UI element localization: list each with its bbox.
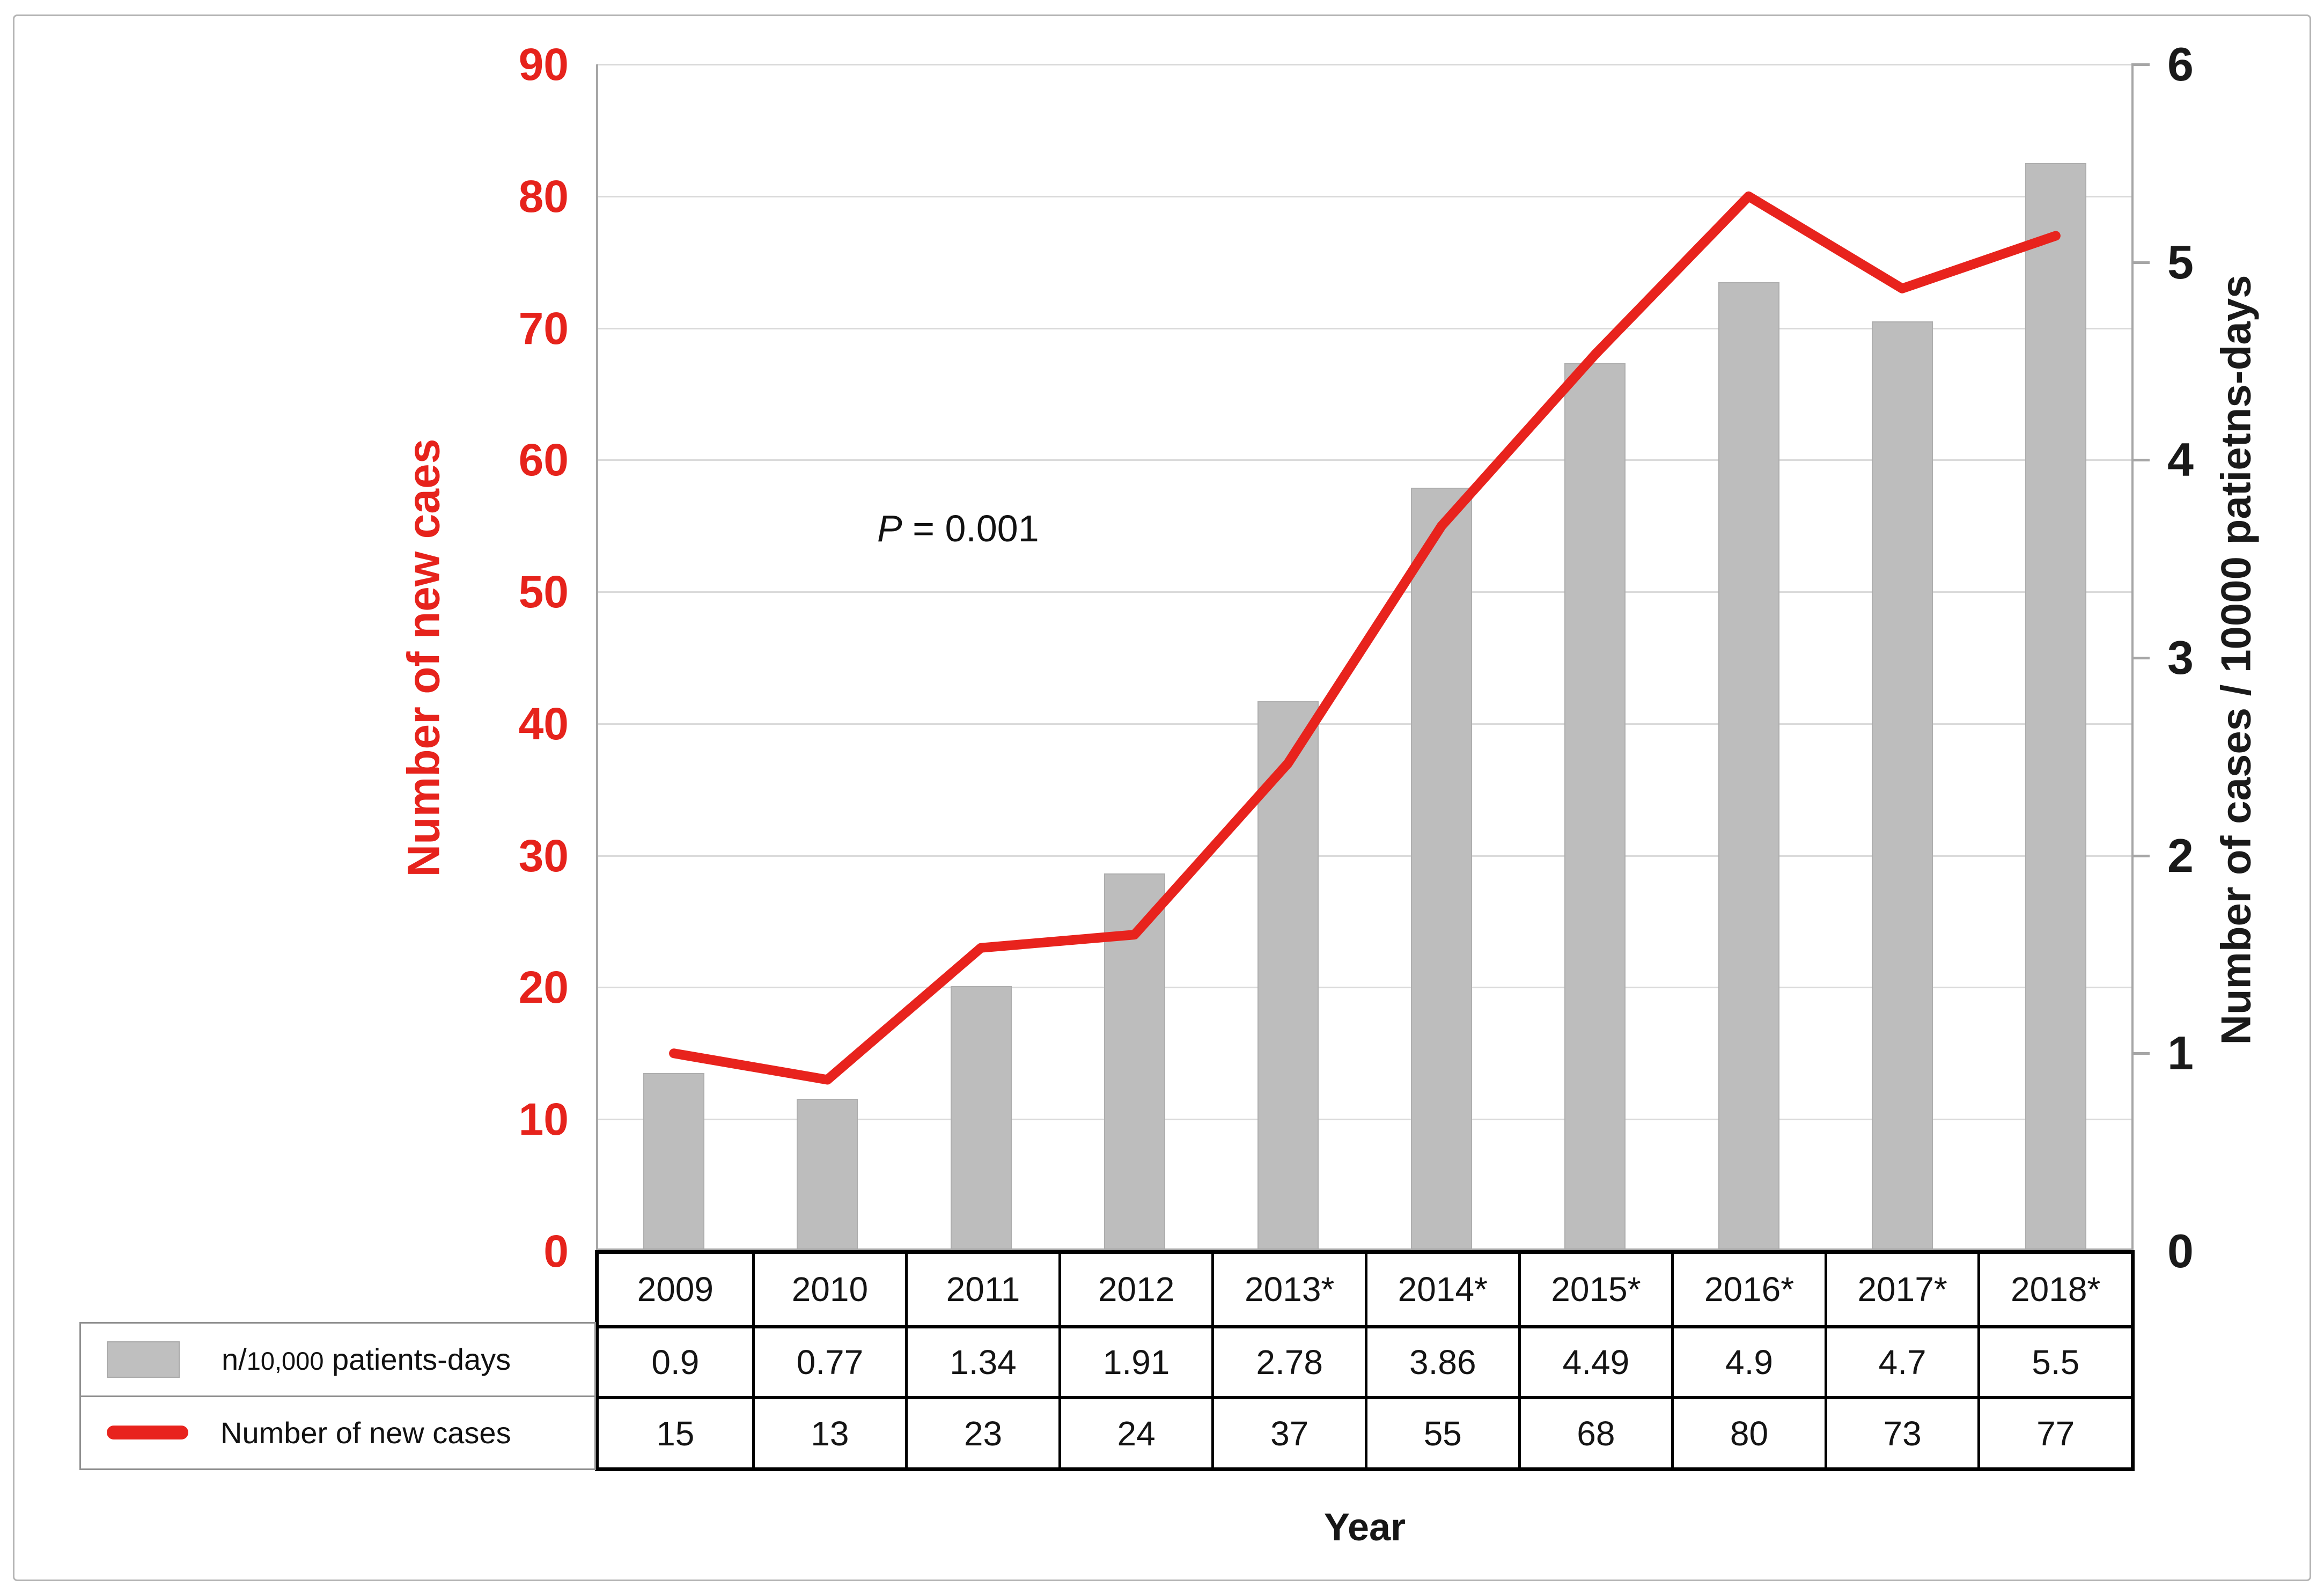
p-value-annotation: P = 0.001 — [877, 507, 1039, 550]
left-axis-tick-label: 50 — [518, 567, 569, 618]
data-table: 2009 2010 2011 2012 2013* 2014* 2015* 2016* 2017… — [595, 1250, 2135, 1471]
bar — [797, 1099, 858, 1251]
gridline — [597, 64, 2132, 65]
table-cell-rate: 3.86 — [1365, 1325, 1518, 1397]
table-cell-cases: 37 — [1211, 1396, 1365, 1467]
right-axis-tick-label: 2 — [2167, 828, 2194, 882]
legend-label-rate: n/10,000 patients-days — [222, 1342, 511, 1377]
left-axis-tick-label: 10 — [518, 1094, 569, 1145]
right-axis-tick-mark — [2131, 1052, 2150, 1055]
bar — [1411, 487, 1473, 1251]
bar — [1871, 321, 1933, 1251]
table-cell-rate: 0.9 — [599, 1325, 752, 1397]
bar-series-swatch-icon — [107, 1341, 180, 1378]
right-axis-title: Number of cases / 10000 patietns-days — [2212, 275, 2260, 1045]
table-cell-rate: 4.9 — [1671, 1325, 1825, 1397]
table-cell-year: 2017* — [1824, 1254, 1978, 1325]
left-axis-line — [596, 64, 598, 1252]
table-cell-year: 2011 — [905, 1254, 1058, 1325]
right-axis-tick-label: 4 — [2167, 433, 2194, 487]
x-axis-baseline — [597, 1248, 2132, 1251]
table-cell-rate: 1.91 — [1058, 1325, 1212, 1397]
left-axis-tick-label: 60 — [518, 435, 569, 486]
bar — [1718, 282, 1779, 1251]
right-axis-tick-label: 1 — [2167, 1026, 2194, 1080]
p-value-symbol: P — [877, 508, 902, 549]
legend: n/10,000 patients-days Number of new cas… — [79, 1322, 596, 1470]
table-cell-rate: 0.77 — [752, 1325, 906, 1397]
table-cell-cases: 55 — [1365, 1396, 1518, 1467]
gridline — [597, 591, 2132, 593]
bar — [950, 986, 1012, 1251]
table-cell-year: 2014* — [1365, 1254, 1518, 1325]
legend-item-rate: n/10,000 patients-days — [81, 1324, 594, 1395]
table-cell-year: 2013* — [1211, 1254, 1365, 1325]
right-axis-tick-mark — [2131, 261, 2150, 264]
table-cell-year: 2015* — [1518, 1254, 1672, 1325]
new-cases-polyline — [669, 191, 2061, 1085]
table-cell-cases: 24 — [1058, 1396, 1212, 1467]
bar — [1564, 363, 1626, 1251]
right-axis-tick-mark — [2131, 459, 2150, 462]
gridline — [597, 327, 2132, 329]
line-series-swatch-icon — [107, 1426, 188, 1440]
gridline — [597, 723, 2132, 725]
table-cell-year: 2016* — [1671, 1254, 1825, 1325]
table-cell-cases: 73 — [1824, 1396, 1978, 1467]
table-cell-rate: 2.78 — [1211, 1325, 1365, 1397]
right-axis-tick-label: 5 — [2167, 235, 2194, 289]
left-axis-tick-label: 70 — [518, 303, 569, 354]
left-axis-tick-label: 0 — [543, 1226, 569, 1276]
table-cell-year: 2010 — [752, 1254, 906, 1325]
right-axis-tick-mark — [2131, 657, 2150, 659]
table-cell-rate: 4.49 — [1518, 1325, 1672, 1397]
gridline — [597, 459, 2132, 461]
table-cell-cases: 80 — [1671, 1396, 1825, 1467]
right-axis-tick-mark — [2131, 854, 2150, 857]
table-cell-year: 2009 — [637, 1270, 714, 1309]
table-cell-cases: 13 — [752, 1396, 906, 1467]
right-axis-tick-label: 6 — [2167, 38, 2194, 91]
left-axis-tick-label: 80 — [518, 171, 569, 222]
left-axis-tick-label: 90 — [518, 39, 569, 90]
left-axis-tick-label: 40 — [518, 698, 569, 749]
legend-item-cases: Number of new cases — [81, 1395, 594, 1469]
right-axis-tick-mark — [2131, 63, 2150, 66]
gridline — [597, 855, 2132, 857]
table-cell-cases: 23 — [905, 1396, 1058, 1467]
p-value-text: = 0.001 — [902, 508, 1039, 549]
right-axis-tick-label: 3 — [2167, 631, 2194, 684]
table-cell-year: 2012 — [1058, 1254, 1212, 1325]
left-axis-tick-label: 20 — [518, 962, 569, 1013]
table-cell-cases: 68 — [1518, 1396, 1672, 1467]
x-axis-title: Year — [1323, 1506, 1406, 1549]
table-cell-cases: 15 — [599, 1396, 752, 1467]
left-axis-title: Number of new caes — [398, 438, 449, 877]
gridline — [597, 987, 2132, 989]
gridline — [597, 195, 2132, 197]
new-cases-line — [669, 191, 2061, 1085]
gridline — [597, 1119, 2132, 1121]
bar — [2025, 163, 2086, 1251]
right-axis-tick-label: 0 — [2167, 1224, 2194, 1277]
table-cell-rate: 4.7 — [1824, 1325, 1978, 1397]
table-cell-rate: 1.34 — [905, 1325, 1058, 1397]
table-cell-cases: 77 — [1977, 1396, 2131, 1467]
figure-border — [13, 14, 2311, 1581]
legend-label-cases: Number of new cases — [220, 1415, 511, 1450]
plot-area — [597, 64, 2132, 1251]
bar — [643, 1073, 705, 1251]
table-cell-rate: 5.5 — [1977, 1325, 2131, 1397]
left-axis-tick-label: 30 — [518, 830, 569, 881]
table-cell-year: 2018* — [1977, 1254, 2131, 1325]
